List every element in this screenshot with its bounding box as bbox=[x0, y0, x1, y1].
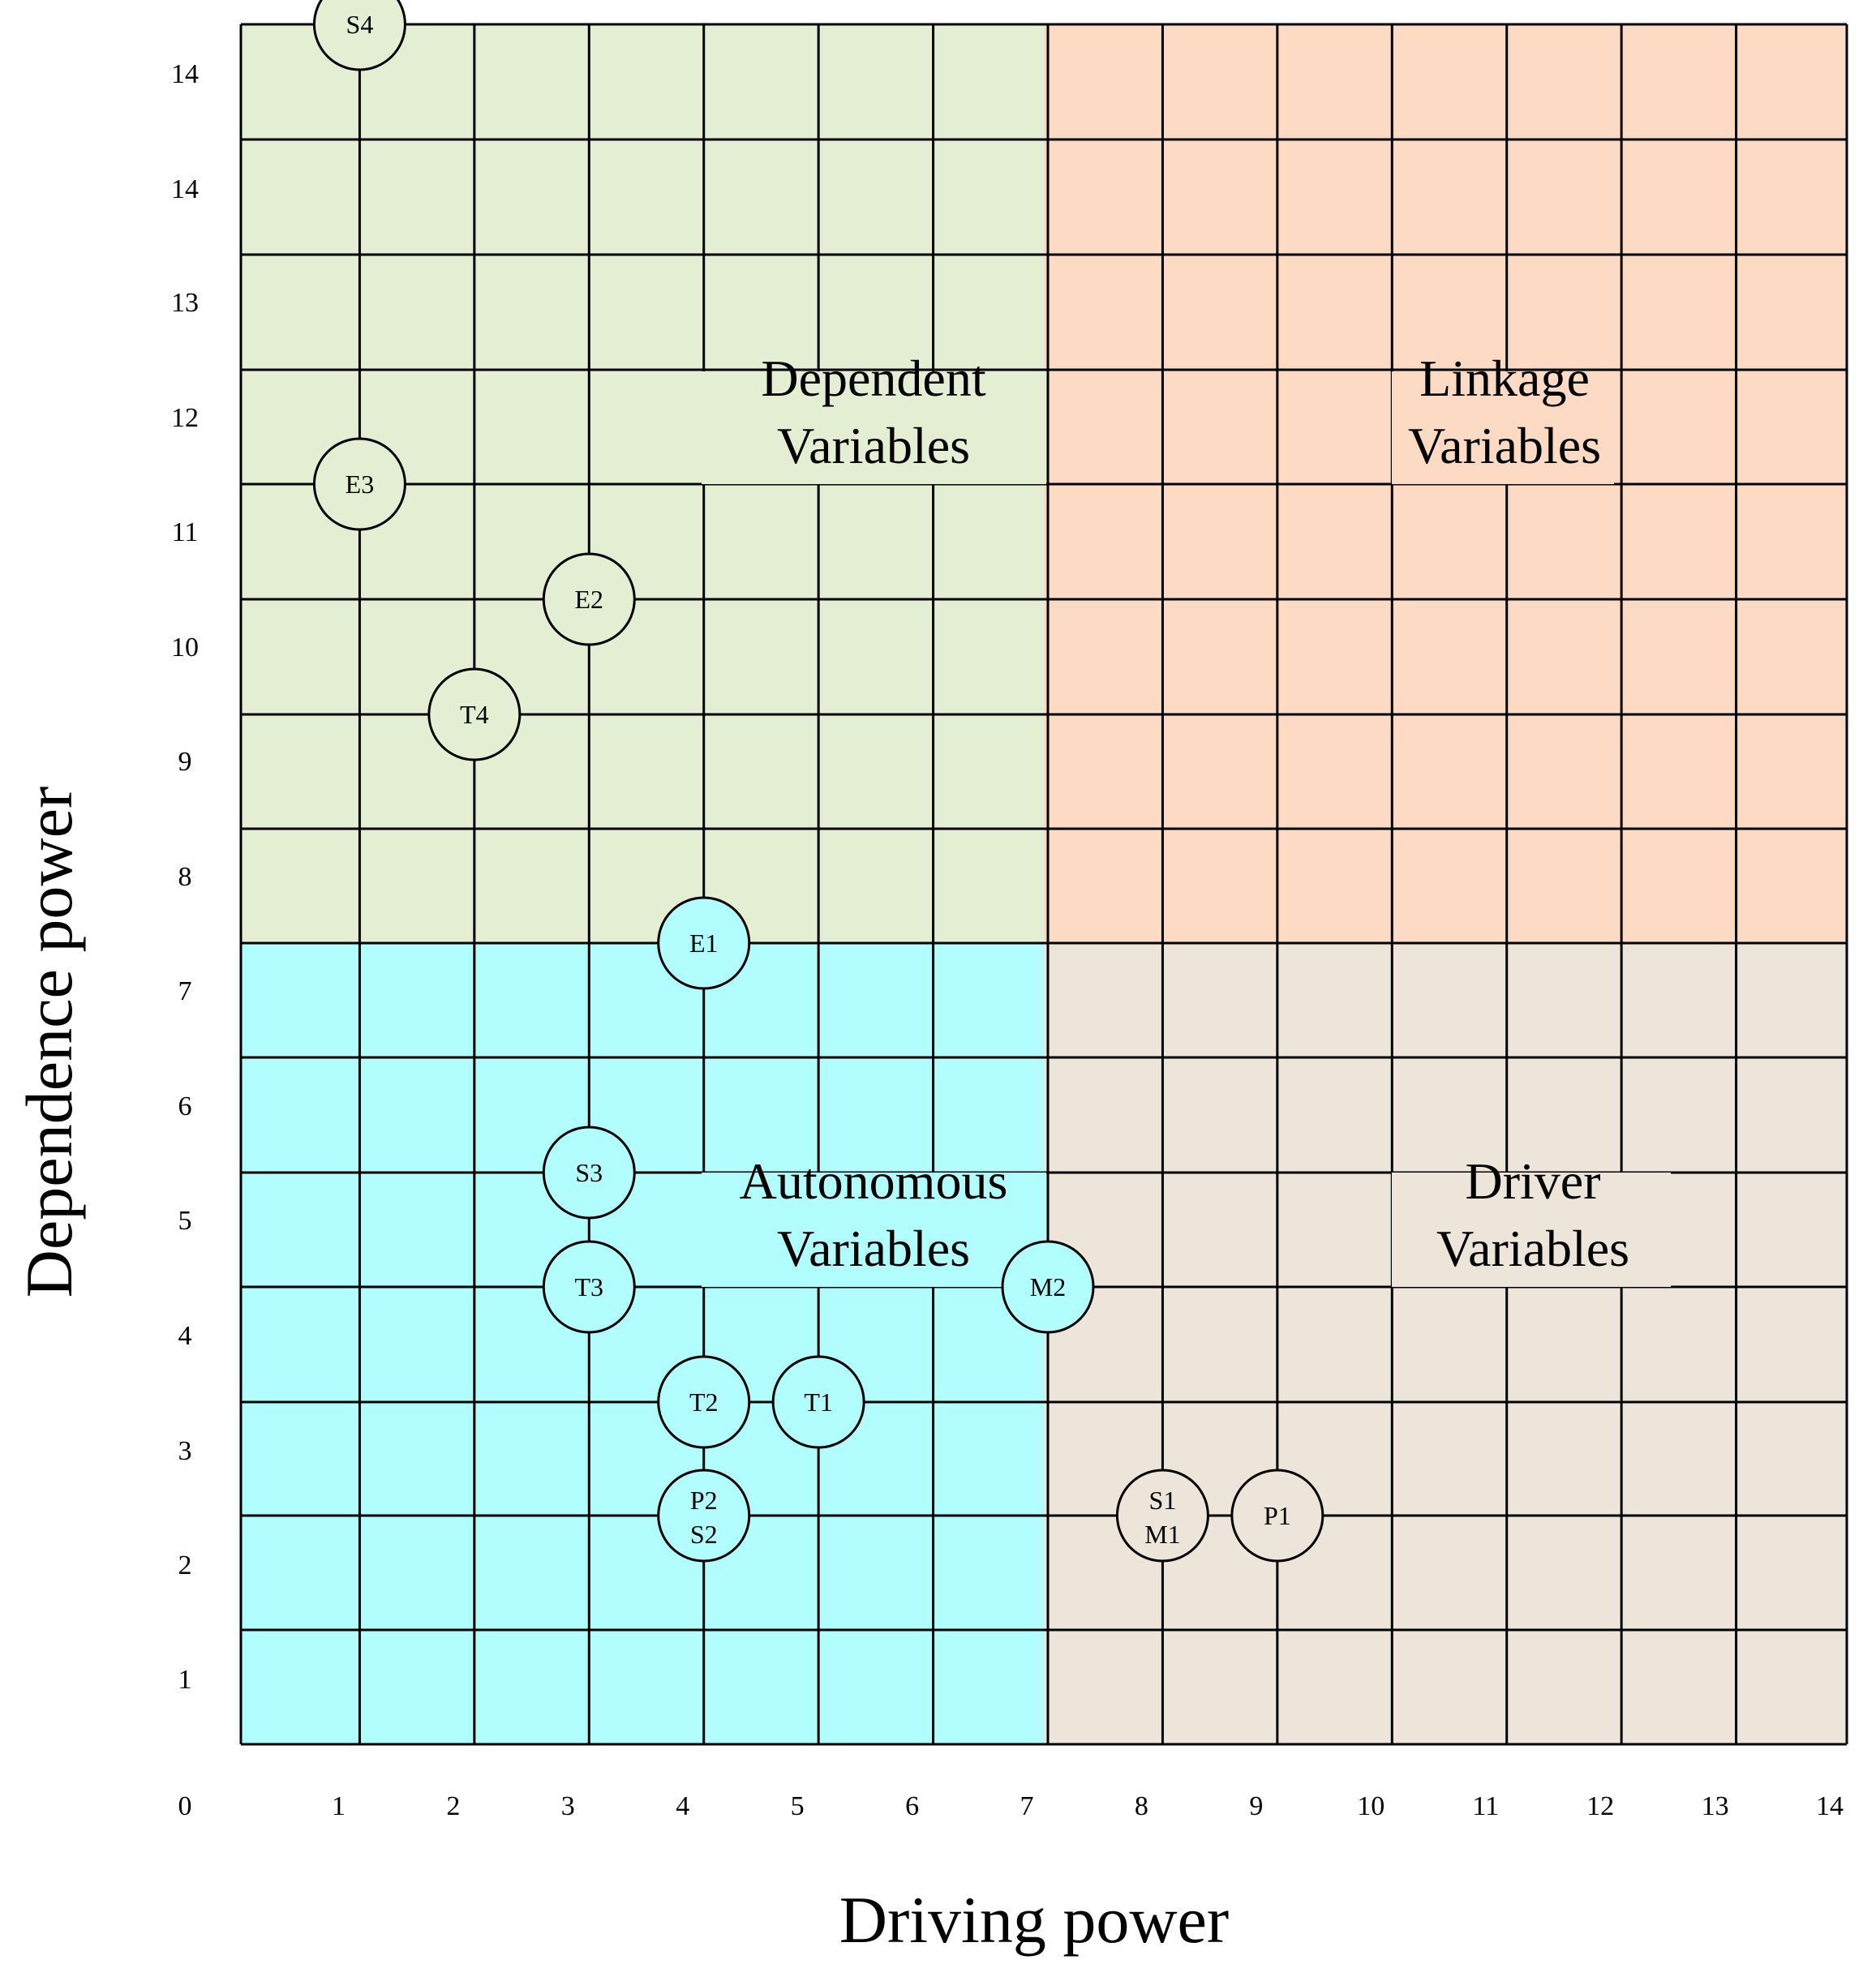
x-tick-label: 0 bbox=[178, 1791, 192, 1821]
node-t2: T2 bbox=[657, 1355, 751, 1449]
node-label: M1 bbox=[1144, 1520, 1180, 1549]
y-tick-label: 2 bbox=[178, 1550, 192, 1580]
region-label-bg bbox=[702, 1173, 1046, 1287]
x-tick-label: 7 bbox=[1020, 1791, 1034, 1821]
x-tick-label: 13 bbox=[1702, 1791, 1729, 1821]
node-label: P2 bbox=[690, 1486, 718, 1515]
y-tick-label: 3 bbox=[178, 1436, 192, 1466]
node-label: E3 bbox=[346, 470, 375, 499]
node-label: S1 bbox=[1149, 1486, 1177, 1515]
node-circle bbox=[657, 1355, 751, 1449]
y-tick-label: 14 bbox=[171, 59, 199, 89]
node-m2: M2 bbox=[1001, 1240, 1095, 1334]
x-tick-label: 1 bbox=[332, 1791, 346, 1821]
x-tick-label: 9 bbox=[1249, 1791, 1263, 1821]
y-tick-label: 10 bbox=[171, 633, 199, 663]
region-label-autonomous-1: Autonomous bbox=[740, 1152, 1008, 1210]
y-tick-label: 7 bbox=[178, 976, 192, 1006]
node-e1: E1 bbox=[657, 896, 751, 990]
node-circle bbox=[1230, 1469, 1324, 1563]
node-label: E2 bbox=[575, 585, 604, 614]
region-label-bg bbox=[1392, 371, 1614, 484]
node-label: T1 bbox=[804, 1387, 833, 1417]
node-s3: S3 bbox=[542, 1126, 636, 1220]
node-label: S2 bbox=[690, 1520, 718, 1549]
region-label-bg bbox=[702, 371, 1046, 484]
y-tick-label: 11 bbox=[172, 517, 199, 547]
region-label-dependent-2: Variables bbox=[777, 417, 970, 474]
node-circle bbox=[542, 1126, 636, 1220]
y-axis-title: Dependence power bbox=[12, 787, 86, 1298]
node-circle bbox=[542, 552, 636, 646]
node-circle bbox=[312, 0, 406, 71]
node-t4: T4 bbox=[427, 667, 522, 761]
y-tick-label: 14 bbox=[171, 174, 199, 204]
node-p1: P1 bbox=[1230, 1469, 1324, 1563]
y-tick-label: 5 bbox=[178, 1206, 192, 1236]
node-label: T4 bbox=[460, 700, 489, 729]
region-label-bg bbox=[1392, 1173, 1671, 1287]
node-circle bbox=[427, 667, 522, 761]
node-label: T2 bbox=[689, 1387, 719, 1417]
x-tick-label: 2 bbox=[446, 1791, 460, 1821]
region-label-autonomous-2: Variables bbox=[777, 1220, 970, 1277]
y-tick-label: 4 bbox=[178, 1321, 192, 1351]
x-tick-label: 10 bbox=[1357, 1791, 1384, 1821]
region-label-dependent-1: Dependent bbox=[761, 349, 985, 407]
quadrant-driver bbox=[1044, 943, 1847, 1744]
y-tick-label: 13 bbox=[171, 288, 199, 318]
node-circle bbox=[1001, 1240, 1095, 1334]
node-circle bbox=[771, 1355, 865, 1449]
x-tick-label: 6 bbox=[905, 1791, 919, 1821]
region-label-linkage-1: Linkage bbox=[1419, 349, 1590, 407]
node-label: S3 bbox=[575, 1158, 603, 1187]
region-label-driver-1: Driver bbox=[1465, 1152, 1600, 1210]
x-tick-label: 5 bbox=[791, 1791, 805, 1821]
node-t1: T1 bbox=[771, 1355, 865, 1449]
y-tick-label: 1 bbox=[178, 1665, 192, 1695]
y-tick-label: 9 bbox=[178, 747, 192, 777]
quadrant-autonomous bbox=[241, 943, 1044, 1744]
node-circle bbox=[657, 1469, 751, 1563]
node-circle bbox=[312, 437, 406, 531]
node-t3: T3 bbox=[542, 1240, 636, 1334]
x-tick-label: 3 bbox=[561, 1791, 575, 1821]
x-axis-title: Driving power bbox=[839, 1883, 1230, 1957]
y-tick-label: 12 bbox=[171, 403, 199, 433]
x-tick-label: 14 bbox=[1816, 1791, 1844, 1821]
y-tick-label: 6 bbox=[178, 1091, 192, 1121]
node-circle bbox=[657, 896, 751, 990]
node-circle bbox=[542, 1240, 636, 1334]
node-label: S4 bbox=[346, 10, 374, 39]
y-tick-label: 8 bbox=[178, 862, 192, 892]
x-tick-label: 4 bbox=[676, 1791, 689, 1821]
node-e2: E2 bbox=[542, 552, 636, 646]
x-tick-label: 8 bbox=[1135, 1791, 1148, 1821]
node-label: M2 bbox=[1030, 1272, 1066, 1301]
node-label: P1 bbox=[1264, 1501, 1291, 1530]
x-tick-label: 12 bbox=[1586, 1791, 1614, 1821]
region-label-linkage-2: Variables bbox=[1408, 417, 1601, 474]
node-label: T3 bbox=[575, 1272, 604, 1301]
node-circle bbox=[1115, 1469, 1209, 1563]
x-tick-label: 11 bbox=[1472, 1791, 1499, 1821]
region-label-driver-2: Variables bbox=[1436, 1220, 1629, 1277]
node-label: E1 bbox=[689, 928, 719, 958]
node-s4: S4 bbox=[312, 0, 406, 71]
node-e3: E3 bbox=[312, 437, 406, 531]
